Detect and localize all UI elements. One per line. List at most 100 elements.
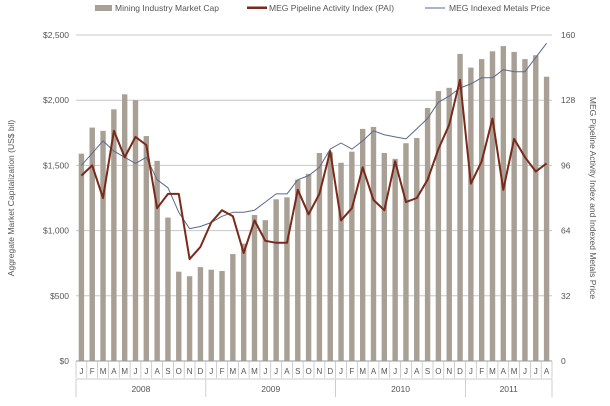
month-label: J [144,367,148,376]
month-label: D [327,367,333,376]
y2-tick-label: 32 [561,291,571,301]
bar-market-cap [284,197,290,361]
bar-market-cap [543,76,550,361]
bar-market-cap [89,127,95,361]
bar-market-cap [186,276,193,361]
y-axis-label: Aggregate Market Capitalization (US$ bil… [6,120,16,277]
legend-label-pai: MEG Pipeline Activity Index (PAI) [269,3,394,13]
bar-market-cap [262,220,269,361]
legend-label-market-cap: Mining Industry Market Cap [115,3,219,13]
year-label: 2009 [261,384,280,394]
legend-swatch-pai [247,6,267,9]
bar-market-cap [208,269,214,361]
legend-label-metals: MEG Indexed Metals Price [449,3,550,13]
bar-market-cap [533,55,539,361]
bar-market-cap [305,173,312,361]
month-label: M [489,367,496,376]
bar-market-cap [176,271,182,361]
y2-tick-label: 160 [561,30,575,40]
bar-market-cap [370,126,377,361]
month-label: M [251,367,258,376]
month-label: M [121,367,128,376]
month-label: J [209,367,213,376]
month-label: M [230,367,237,376]
month-label: J [339,367,343,376]
bar-market-cap [121,94,128,361]
month-label: S [165,367,170,376]
month-label: O [435,367,441,376]
y-tick-label: $0 [60,356,70,366]
bar-market-cap [457,53,463,362]
month-label: A [414,367,420,376]
y-tick-label: $1,000 [43,226,69,236]
month-label: O [176,367,182,376]
bar-market-cap [338,162,344,361]
bar-market-cap [468,67,474,361]
year-label: 2011 [500,384,519,394]
bar-market-cap [100,130,106,361]
month-label: F [220,367,225,376]
bar-market-cap [295,179,301,361]
month-label: N [187,367,193,376]
lines [80,42,548,261]
bar-market-cap [392,158,398,361]
month-label: A [154,367,160,376]
year-label: 2008 [131,384,150,394]
bar-market-cap [424,108,431,361]
month-label: M [100,367,107,376]
bar-market-cap [240,243,247,361]
month-label: N [317,367,323,376]
bar-market-cap [132,100,139,361]
y2-tick-label: 96 [561,160,571,170]
y2-tick-label: 128 [561,95,575,105]
y2-tick-label: 0 [561,356,566,366]
month-label: J [534,367,538,376]
y-tick-label: $500 [50,291,69,301]
month-label: J [393,367,397,376]
month-label: S [295,367,300,376]
bar-market-cap [489,51,496,362]
bar-market-cap [230,254,236,361]
bar-market-cap [522,59,528,362]
bar-market-cap [414,138,420,361]
bar-market-cap [500,46,507,362]
month-label: F [90,367,95,376]
month-label: O [305,367,311,376]
month-label: J [469,367,473,376]
bar-market-cap [78,153,85,361]
month-label: M [511,367,518,376]
bar-market-cap [111,109,117,361]
month-label: S [425,367,430,376]
month-label: J [134,367,138,376]
month-label: A [111,367,117,376]
y2-tick-label: 64 [561,226,571,236]
bars [78,46,550,362]
bar-market-cap [273,199,279,361]
line-pai [80,78,548,261]
legend-swatch-metals [425,7,445,9]
month-label: J [523,367,527,376]
y-tick-label: $2,000 [43,95,69,105]
bar-market-cap [165,217,171,361]
month-label: A [371,367,377,376]
month-label: J [263,367,267,376]
bar-market-cap [154,160,160,361]
month-label: A [284,367,290,376]
bar-market-cap [403,143,409,361]
legend-swatch-market-cap [95,5,112,11]
bar-market-cap [511,51,517,362]
month-label: D [457,367,463,376]
bar-market-cap [143,136,150,361]
month-label: D [198,367,204,376]
month-label: A [544,367,550,376]
year-label: 2010 [391,384,410,394]
bar-market-cap [349,151,355,361]
month-label: J [274,367,278,376]
line-metals-price [81,42,547,230]
bar-market-cap [446,87,452,361]
month-label: J [79,367,83,376]
legend: Mining Industry Market Cap MEG Pipeline … [95,3,550,13]
bar-market-cap [219,271,225,361]
bar-market-cap [251,214,258,361]
bar-market-cap [435,91,442,362]
